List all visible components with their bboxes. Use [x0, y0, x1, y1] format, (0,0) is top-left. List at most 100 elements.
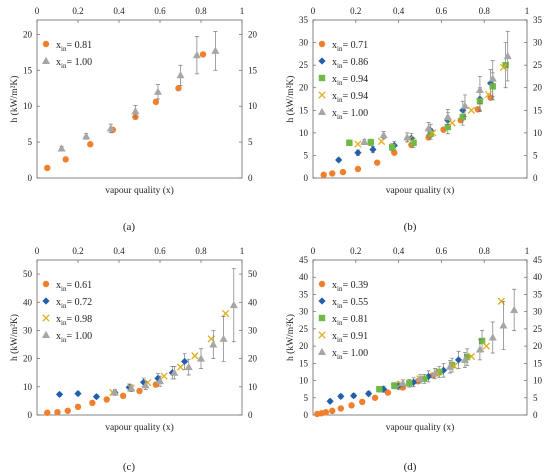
data-point — [192, 50, 201, 59]
x-axis-label: vapour quality (x) — [386, 422, 455, 433]
data-point — [62, 156, 69, 163]
data-point — [406, 380, 413, 387]
data-point — [82, 132, 91, 140]
y-tick-label-right: 10 — [248, 101, 258, 111]
panel-label: (a) — [123, 221, 136, 233]
data-point — [388, 144, 396, 151]
data-series — [397, 297, 505, 388]
data-series — [44, 381, 160, 416]
data-point — [136, 387, 143, 395]
data-point — [436, 368, 443, 376]
data-point — [318, 347, 326, 355]
data-point — [176, 71, 185, 79]
data-point — [211, 46, 220, 54]
data-point — [141, 381, 150, 389]
data-point — [152, 98, 160, 106]
y-tick-label: 30 — [299, 307, 309, 317]
y-tick-label: 10 — [23, 101, 33, 111]
y-tick-label-right: 20 — [248, 354, 258, 364]
data-series — [109, 309, 230, 397]
data-point — [510, 305, 519, 313]
y-tick-label: 5 — [28, 137, 33, 147]
data-point — [459, 113, 466, 121]
data-point — [359, 398, 366, 406]
plot-frame — [36, 19, 243, 179]
data-point — [444, 123, 452, 131]
data-point — [119, 392, 127, 400]
data-point — [421, 375, 428, 383]
data-point — [74, 389, 82, 398]
legend: xin= 0.71 xin= 0.86 xin= 0.94 xin= 0.94 xin=… — [318, 40, 368, 121]
data-point — [318, 74, 326, 82]
x-tick-label: 0 — [311, 6, 316, 16]
data-point — [474, 106, 481, 113]
data-point — [482, 342, 490, 350]
y-axis-label: h (kW/m²K) — [285, 76, 296, 123]
panel-label: (b) — [404, 221, 417, 233]
y-tick-label-right: 10 — [248, 382, 258, 392]
data-point — [318, 280, 326, 288]
chart-panel: 0 5 10 15 20 0 5 10 15 20 0 0.2 0.4 0.6 0.8 1 vapour qua… — [9, 6, 258, 233]
data-series — [44, 51, 207, 172]
y-tick-label: 20 — [23, 29, 33, 39]
legend-entry: xin= 0.98 — [56, 314, 92, 327]
x-tick-label: 0.2 — [72, 246, 83, 256]
x-axis-label: vapour quality (x) — [105, 422, 174, 433]
legend-entry: xin= 0.94 — [332, 91, 368, 104]
x-tick-label: 0.2 — [72, 6, 83, 16]
x-tick-label: 0.4 — [113, 246, 125, 256]
data-point — [335, 156, 343, 164]
y-tick-label: 35 — [299, 15, 309, 25]
y-tick-label: 25 — [299, 324, 309, 334]
data-point — [379, 130, 388, 139]
data-point — [318, 331, 326, 339]
x-tick-label: 0.8 — [479, 6, 491, 16]
data-series — [57, 31, 220, 152]
data-point — [467, 106, 476, 114]
data-point — [448, 119, 456, 127]
data-point — [199, 51, 207, 58]
data-point — [322, 409, 330, 416]
y-tick-label-right: 40 — [248, 297, 258, 307]
data-point — [176, 363, 185, 371]
data-point — [427, 130, 434, 137]
y-tick-label-right: 0 — [248, 173, 253, 183]
data-point — [318, 314, 326, 322]
data-point — [44, 409, 51, 416]
data-point — [475, 85, 484, 93]
y-tick-label: 10 — [299, 376, 309, 386]
legend-entry: xin= 0.72 — [56, 297, 92, 310]
data-point — [127, 384, 136, 392]
data-series — [360, 30, 512, 145]
data-point — [360, 137, 369, 145]
y-tick-label: 30 — [299, 38, 309, 48]
data-point — [410, 139, 417, 146]
data-point — [354, 140, 362, 148]
x-tick-label: 0.8 — [479, 246, 491, 256]
data-series — [354, 63, 508, 148]
x-tick-label: 0.4 — [393, 6, 405, 16]
y-tick-label-right: 35 — [533, 289, 543, 299]
data-point — [488, 333, 497, 341]
data-point — [337, 392, 345, 400]
data-point — [488, 74, 497, 82]
data-point — [339, 168, 347, 176]
data-point — [348, 402, 355, 409]
data-point — [131, 107, 140, 115]
data-point — [318, 57, 326, 65]
data-point — [55, 390, 64, 399]
data-point — [184, 362, 193, 371]
data-point — [42, 330, 50, 338]
data-point — [57, 144, 66, 152]
data-point — [484, 90, 493, 99]
legend: xin= 0.61 xin= 0.72 xin= 0.98 xin= 1.00 — [42, 280, 92, 344]
data-point — [318, 107, 326, 115]
data-point — [499, 63, 508, 72]
x-axis-label: vapour quality (x) — [105, 185, 174, 196]
data-point — [54, 408, 61, 416]
y-tick-label: 15 — [23, 65, 33, 75]
y-tick-label-right: 10 — [533, 128, 543, 138]
data-point — [318, 297, 326, 305]
data-point — [87, 141, 94, 148]
